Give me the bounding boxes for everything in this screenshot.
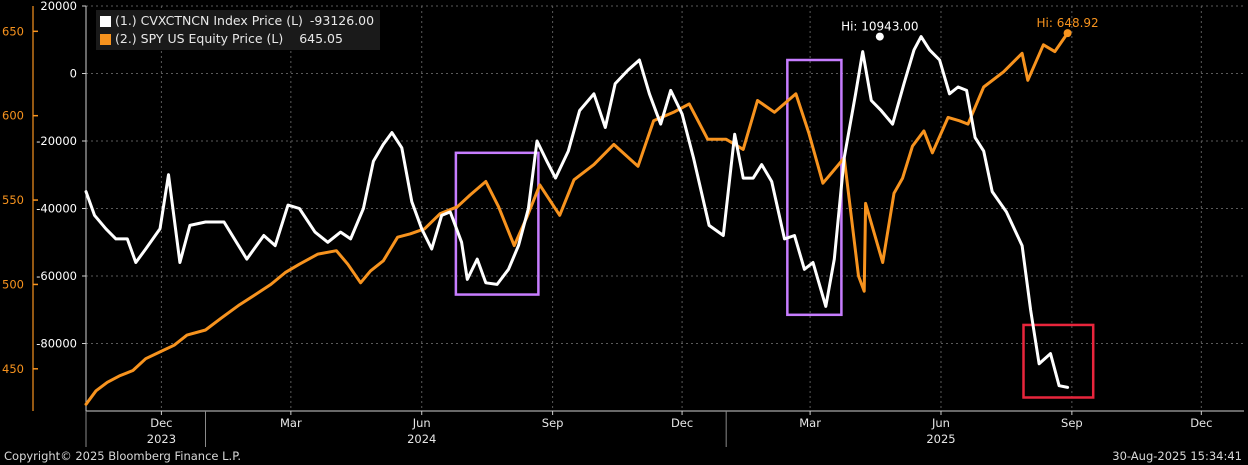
x-tick-label: Sep bbox=[1061, 416, 1083, 430]
x-year-label: 2024 bbox=[407, 432, 436, 446]
x-tick-label: Jun bbox=[931, 416, 950, 430]
high-label: Hi: 10943.00 bbox=[841, 20, 918, 34]
series-line-cvxctncn bbox=[84, 35, 1070, 389]
inner-tick-label: 20000 bbox=[40, 0, 77, 13]
inner-tick-label: -80000 bbox=[36, 337, 77, 351]
copyright-text: Copyright© 2025 Bloomberg Finance L.P. bbox=[4, 449, 241, 463]
tick-labels: Dec Mar Jun Sep Dec Mar Jun Sep Dec 2023 2024 2025 2… bbox=[2, 0, 1212, 446]
outer-tick-label: 500 bbox=[2, 277, 24, 291]
outer-tick-label: 650 bbox=[2, 24, 24, 38]
inner-tick-label: -60000 bbox=[36, 269, 77, 283]
x-tick-label: Dec bbox=[150, 416, 172, 430]
outer-tick-label: 550 bbox=[2, 193, 24, 207]
x-tick-label: Mar bbox=[280, 416, 302, 430]
series-lines bbox=[84, 31, 1070, 406]
legend-series-value: 645.05 bbox=[299, 31, 343, 46]
inner-tick-label: -20000 bbox=[36, 134, 77, 148]
legend-series-name: (2.) SPY US Equity Price (L) bbox=[115, 31, 284, 46]
high-label: Hi: 648.92 bbox=[1036, 16, 1098, 30]
inner-tick-label: 0 bbox=[70, 67, 77, 81]
inner-tick-label: -40000 bbox=[36, 202, 77, 216]
annotation-box bbox=[786, 58, 843, 317]
high-marker bbox=[1063, 29, 1072, 38]
series-line-spy bbox=[84, 31, 1070, 406]
x-tick-label: Jun bbox=[412, 416, 431, 430]
legend-series-name: (1.) CVXCTNCN Index Price (L) bbox=[115, 13, 303, 28]
x-tick-label: Dec bbox=[671, 416, 693, 430]
legend-entry-spy: (2.) SPY US Equity Price (L) 645.05 bbox=[100, 30, 374, 48]
outer-tick-label: 450 bbox=[2, 362, 24, 376]
axes bbox=[32, 6, 1244, 447]
timestamp-text: 30-Aug-2025 15:34:41 bbox=[1112, 449, 1242, 463]
high-marker bbox=[875, 32, 884, 41]
x-tick-label: Dec bbox=[1190, 416, 1212, 430]
annotation-box bbox=[454, 151, 540, 296]
high-markers: Hi: 10943.00 Hi: 648.92 bbox=[841, 16, 1099, 41]
legend-swatch-orange bbox=[100, 33, 111, 45]
x-year-label: 2023 bbox=[147, 432, 176, 446]
x-year-label: 2025 bbox=[926, 432, 955, 446]
legend-entry-cvxctncn: (1.) CVXCTNCN Index Price (L) -93126.00 bbox=[100, 12, 374, 30]
legend-swatch-white bbox=[100, 15, 111, 27]
x-tick-label: Sep bbox=[542, 416, 564, 430]
x-tick-label: Mar bbox=[799, 416, 821, 430]
legend: (1.) CVXCTNCN Index Price (L) -93126.00 … bbox=[96, 10, 381, 50]
legend-series-value: -93126.00 bbox=[309, 13, 375, 28]
grid-lines bbox=[86, 5, 1244, 411]
annotation-box bbox=[1022, 323, 1095, 399]
outer-tick-label: 600 bbox=[2, 109, 24, 123]
